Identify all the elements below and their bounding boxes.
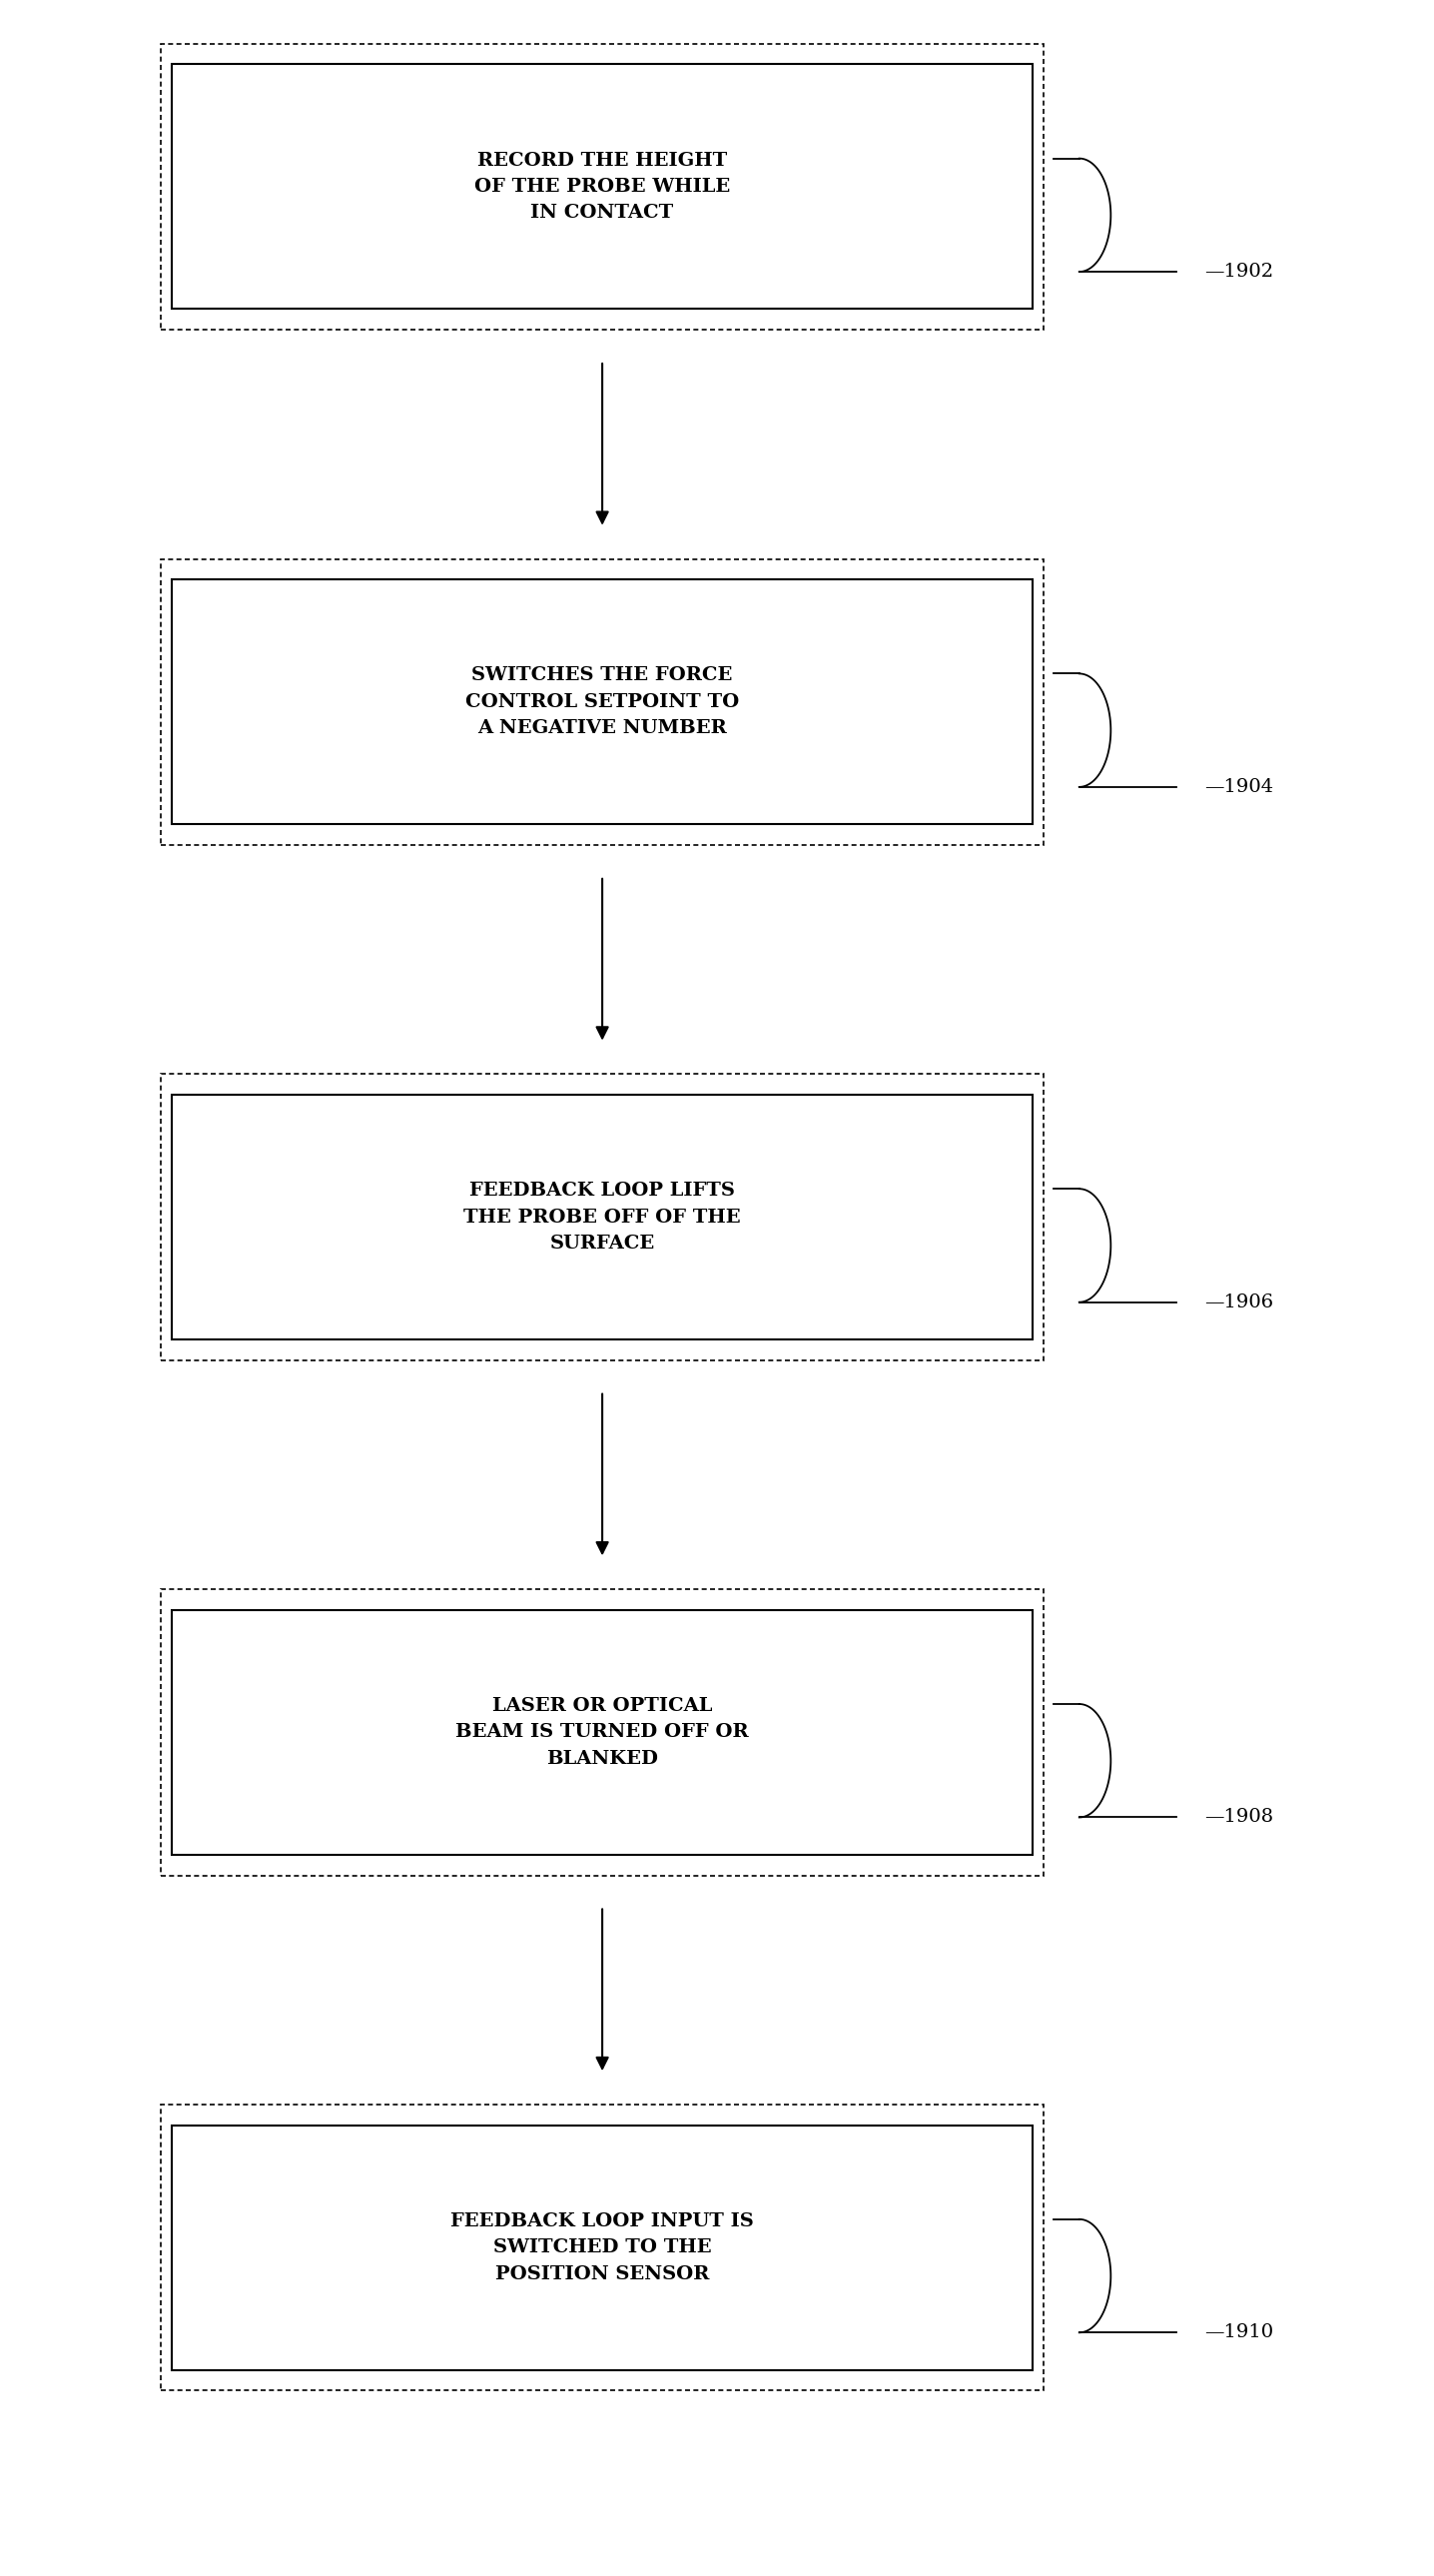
Bar — [161, 1589, 1044, 1875]
Text: FEEDBACK LOOP INPUT IS
SWITCHED TO THE
POSITION SENSOR: FEEDBACK LOOP INPUT IS SWITCHED TO THE P… — [450, 2213, 754, 2282]
Bar — [172, 1095, 1032, 1340]
Text: RECORD THE HEIGHT
OF THE PROBE WHILE
IN CONTACT: RECORD THE HEIGHT OF THE PROBE WHILE IN … — [475, 152, 730, 222]
Bar — [172, 2125, 1032, 2370]
Bar — [161, 1074, 1044, 1360]
Text: —1904: —1904 — [1205, 778, 1273, 796]
Bar — [161, 2105, 1044, 2391]
Bar — [172, 64, 1032, 309]
Text: FEEDBACK LOOP LIFTS
THE PROBE OFF OF THE
SURFACE: FEEDBACK LOOP LIFTS THE PROBE OFF OF THE… — [463, 1182, 741, 1252]
Text: —1902: —1902 — [1205, 263, 1273, 281]
Bar — [172, 1610, 1032, 1855]
Text: —1906: —1906 — [1205, 1293, 1273, 1311]
Bar — [161, 559, 1044, 845]
Bar — [161, 44, 1044, 330]
Text: LASER OR OPTICAL
BEAM IS TURNED OFF OR
BLANKED: LASER OR OPTICAL BEAM IS TURNED OFF OR B… — [456, 1698, 749, 1767]
Text: —1908: —1908 — [1205, 1808, 1273, 1826]
Text: —1910: —1910 — [1205, 2324, 1273, 2342]
Bar — [172, 580, 1032, 824]
Text: SWITCHES THE FORCE
CONTROL SETPOINT TO
A NEGATIVE NUMBER: SWITCHES THE FORCE CONTROL SETPOINT TO A… — [466, 667, 739, 737]
